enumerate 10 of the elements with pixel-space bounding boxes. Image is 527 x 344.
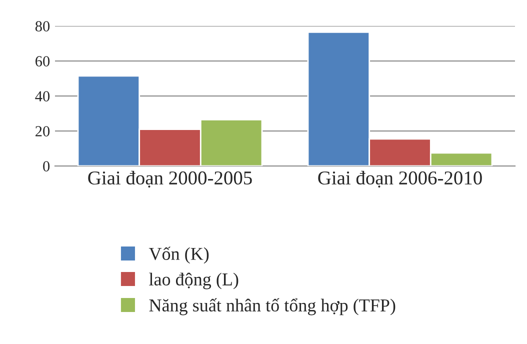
y-tick-label: 20	[36, 126, 50, 136]
legend-label: lao động (L)	[149, 272, 238, 290]
legend-label: Năng suất nhân tố tổng hợp (TFP)	[149, 298, 396, 316]
x-tick-label: Giai đoạn 2006-2010	[318, 170, 482, 188]
y-tick-label: 40	[35, 91, 50, 102]
y-tick-label: 0	[43, 161, 50, 172]
y-tick-label: 80	[35, 21, 50, 32]
legend-label: Vốn (K)	[148, 246, 209, 264]
x-tick-label: Giai đoạn 2000-2005	[88, 170, 252, 188]
y-tick-label: 60	[36, 56, 50, 66]
